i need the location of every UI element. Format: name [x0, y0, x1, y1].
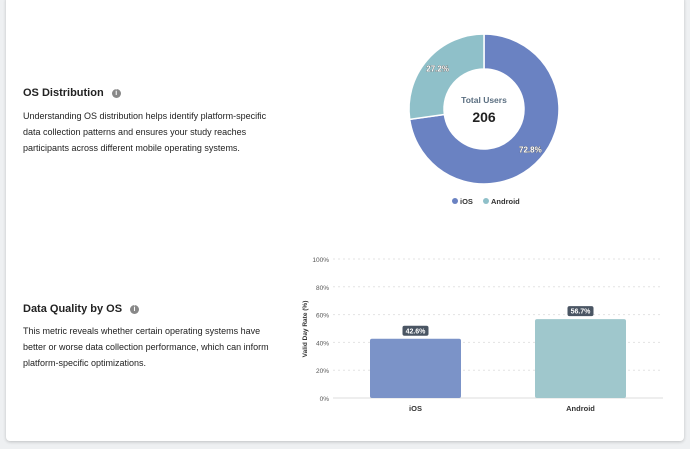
y-tick-label: 80%	[316, 285, 329, 292]
bar-ios	[370, 338, 461, 398]
donut-slice-ios	[408, 33, 560, 185]
legend-marker	[483, 198, 489, 204]
center-label: Total Users	[461, 95, 507, 105]
bar-android	[535, 319, 626, 398]
y-axis-title: Valid Day Rate (%)	[302, 301, 309, 358]
donut-slice-android	[408, 33, 485, 121]
y-tick-label: 60%	[316, 313, 329, 320]
data-label-bg	[567, 306, 594, 317]
os-distribution-description: Understanding OS distribution helps iden…	[23, 111, 267, 153]
y-tick-label: 100%	[312, 257, 329, 264]
center-value: 206	[472, 109, 496, 125]
y-tick-label: 20%	[316, 368, 329, 375]
data-quality-description: This metric reveals whether certain oper…	[23, 326, 269, 368]
y-tick-label: 0%	[320, 396, 330, 403]
info-icon[interactable]: i	[111, 88, 121, 98]
data-quality-heading: Data Quality by OS i	[23, 303, 140, 315]
x-tick-label: iOS	[409, 404, 422, 413]
info-icon[interactable]: i	[130, 304, 140, 314]
os-distribution-heading: OS Distribution i	[23, 87, 121, 99]
legend-label: Android	[491, 197, 520, 206]
slice-label: 27.2%	[426, 65, 449, 74]
legend-label: iOS	[460, 197, 473, 206]
data-label: 56.7%	[571, 309, 592, 316]
data-label-bg	[402, 325, 429, 336]
slice-label: 72.8%	[519, 145, 542, 154]
heading-text: Data Quality by OS	[23, 303, 123, 315]
x-tick-label: Android	[566, 404, 595, 413]
y-tick-label: 40%	[316, 340, 329, 347]
heading-text: OS Distribution	[23, 87, 104, 99]
data-label: 42.6%	[406, 328, 427, 335]
legend-marker	[452, 198, 458, 204]
